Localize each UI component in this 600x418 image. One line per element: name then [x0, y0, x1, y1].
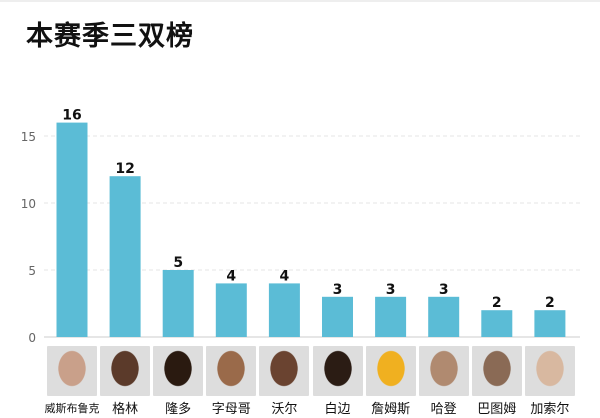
data-label: 3	[386, 282, 396, 298]
top-border	[0, 0, 600, 2]
player-photo	[418, 346, 469, 396]
player-photo	[153, 346, 204, 396]
x-tick-label: 字母哥	[211, 402, 251, 417]
x-tick-label: 巴图姆	[477, 402, 517, 417]
player-photo	[259, 346, 310, 396]
chart-title: 本赛季三双榜	[26, 21, 194, 52]
x-tick-label: 格林	[112, 402, 139, 417]
player-photo	[365, 346, 416, 396]
player-photo	[312, 346, 363, 396]
player-photo	[471, 346, 522, 396]
x-tick-label: 隆多	[165, 402, 192, 417]
bar	[268, 283, 300, 337]
bar	[375, 296, 407, 337]
bar	[215, 283, 247, 337]
bar	[322, 296, 353, 337]
bar	[481, 310, 513, 337]
player-photo	[206, 346, 257, 396]
x-tick-label: 加索尔	[530, 402, 570, 417]
player-photo	[47, 346, 97, 396]
data-label: 2	[545, 295, 555, 311]
bar	[534, 310, 566, 337]
player-photo	[524, 346, 575, 396]
bar	[109, 176, 141, 337]
bar	[162, 270, 194, 337]
x-tick-label: 沃尔	[271, 402, 298, 417]
x-tick-label: 威斯布鲁克	[44, 402, 100, 415]
data-label: 3	[439, 282, 449, 298]
player-photo	[100, 346, 151, 396]
y-tick-label: 15	[21, 130, 36, 144]
data-label: 5	[173, 255, 183, 271]
x-tick-label: 詹姆斯	[371, 402, 411, 417]
bar	[56, 122, 88, 337]
y-tick-label: 10	[21, 197, 36, 211]
x-tick-label: 白边	[324, 402, 351, 417]
data-label: 16	[62, 108, 81, 124]
x-tick-label: 哈登	[430, 402, 457, 417]
data-label: 3	[333, 282, 343, 298]
y-tick-label: 0	[28, 331, 36, 345]
data-label: 4	[280, 268, 290, 284]
y-tick-label: 5	[28, 264, 36, 278]
data-label: 12	[115, 161, 134, 177]
data-label: 4	[226, 268, 236, 284]
bar	[428, 296, 460, 337]
data-label: 2	[492, 295, 502, 311]
